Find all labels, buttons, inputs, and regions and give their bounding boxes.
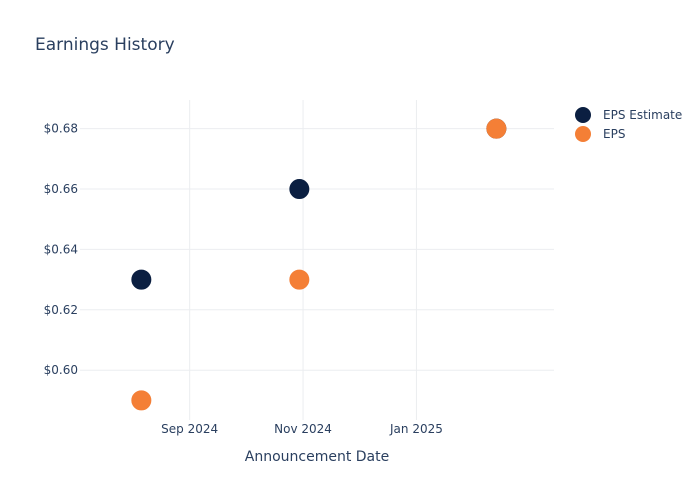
y-axis-ticks: $0.60 $0.62 $0.64 $0.66 $0.68 bbox=[44, 122, 78, 378]
y-tick-label: $0.68 bbox=[44, 122, 78, 136]
y-tick-label: $0.62 bbox=[44, 303, 78, 317]
legend-label: EPS bbox=[603, 127, 625, 141]
eps-estimate-point[interactable] bbox=[289, 179, 310, 200]
x-tick-label: Nov 2024 bbox=[274, 422, 332, 436]
eps-point[interactable] bbox=[131, 390, 152, 411]
legend-item-eps-estimate[interactable]: EPS Estimate bbox=[575, 107, 682, 123]
y-tick-label: $0.60 bbox=[44, 363, 78, 377]
legend[interactable]: EPS Estimate EPS bbox=[575, 107, 682, 142]
x-tick-label: Jan 2025 bbox=[389, 422, 443, 436]
legend-marker bbox=[575, 107, 591, 123]
data-points bbox=[131, 118, 507, 411]
y-tick-label: $0.66 bbox=[44, 182, 78, 196]
legend-label: EPS Estimate bbox=[603, 108, 682, 122]
x-axis-title: Announcement Date bbox=[245, 449, 389, 465]
x-tick-label: Sep 2024 bbox=[161, 422, 218, 436]
x-axis-ticks: Sep 2024 Nov 2024 Jan 2025 bbox=[161, 422, 443, 436]
eps-point[interactable] bbox=[289, 269, 310, 290]
grid bbox=[80, 100, 554, 420]
eps-estimate-point[interactable] bbox=[131, 269, 152, 290]
eps-point[interactable] bbox=[486, 118, 507, 139]
y-tick-label: $0.64 bbox=[44, 242, 78, 256]
legend-marker bbox=[575, 126, 591, 142]
legend-item-eps[interactable]: EPS bbox=[575, 126, 625, 142]
chart-title: Earnings History bbox=[35, 35, 175, 55]
